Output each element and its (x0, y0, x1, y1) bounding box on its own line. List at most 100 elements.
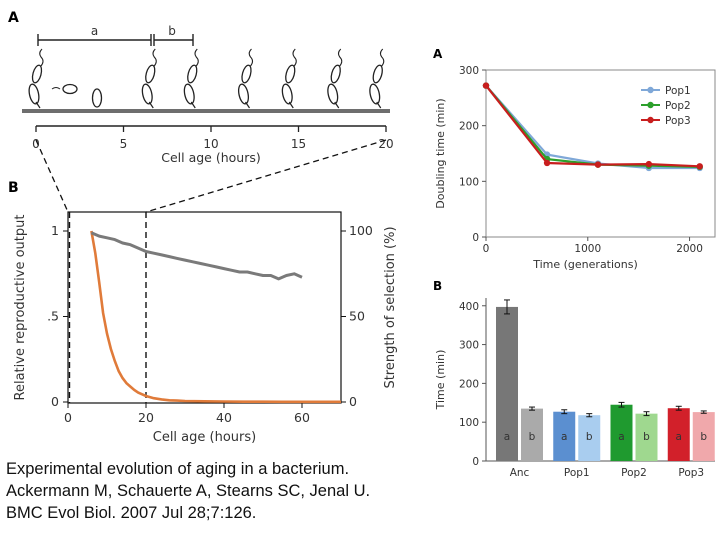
stalked-cell-division-1-flagellum (194, 48, 199, 67)
ground-surface (22, 109, 390, 113)
y-left-tick-label-0: 0 (51, 394, 59, 409)
stalked-cell-initial (28, 48, 44, 109)
timeline-tick-label-0: 0 (32, 137, 40, 151)
stalked-cell-division-5-mother (369, 83, 381, 105)
category-label-pop3: Pop3 (678, 467, 704, 479)
y-right-axis-label: Strength of selection (%) (383, 226, 398, 388)
projection-line-start (35, 139, 69, 213)
stalked-cell-division-2-daughter (241, 64, 252, 84)
stalked-cell-division-1-daughter (187, 64, 198, 84)
y-tick-label-1: 100 (459, 176, 479, 188)
y-left-tick-label-2: 1 (51, 223, 59, 238)
series-pop3-point-3 (645, 160, 653, 168)
x-tick-label-0: 0 (483, 243, 490, 255)
young-stalked-cell (91, 88, 103, 108)
bar-label-pop3-b: b (700, 431, 707, 443)
y-tick-label-0: 0 (472, 456, 479, 468)
swarmer-flagellum (51, 87, 61, 90)
stalked-cell-division-5 (369, 48, 385, 109)
series-selection-strength-line (90, 231, 303, 281)
stalked-cell-division-1-mother (183, 83, 195, 105)
panel-label-left-a: A (8, 10, 19, 26)
bar-label-anc-a: a (504, 431, 510, 443)
y-tick-label-2: 200 (459, 378, 479, 390)
interval-label-b: b (168, 24, 176, 38)
y-right-tick-label-1: 50 (349, 309, 365, 324)
x-tick-label-2: 40 (216, 410, 232, 425)
y-left-tick-label-1: .5 (47, 309, 59, 324)
stalked-cell-division-3 (281, 48, 297, 109)
projection-line-end (145, 139, 387, 213)
stalked-cell-initial-mother (28, 83, 40, 105)
stalked-cell-division-1 (183, 48, 199, 109)
panel-label-right-b: B (433, 279, 442, 293)
timeline-xlabel: Cell age (hours) (161, 150, 261, 165)
legend-marker-pop1 (647, 86, 654, 94)
x-tick-label-1: 20 (138, 410, 154, 425)
timeline-tick-label-2: 10 (203, 137, 218, 151)
category-label-pop2: Pop2 (621, 467, 647, 479)
timeline-tick-label-1: 5 (120, 137, 128, 151)
doubling-time-chart: 0 100 200 300 0 1000 2000 Time (generations) Dou… (434, 65, 716, 271)
y-right-tick-label-2: 100 (349, 223, 373, 238)
plot-frame (67, 211, 342, 404)
y-tick-label-0: 0 (472, 232, 479, 244)
series-pop3-point-2 (594, 161, 602, 168)
legend-marker-pop2 (647, 101, 654, 109)
x-tick-label-1: 1000 (574, 243, 601, 255)
swarmer-cell (62, 83, 78, 95)
legend-label-pop3: Pop3 (665, 115, 691, 127)
legend-marker-pop3 (647, 116, 654, 124)
panel-label-left-b: B (8, 180, 19, 196)
stalked-cell-division-5-daughter (372, 64, 383, 84)
category-label-pop1: Pop1 (564, 467, 590, 479)
x-axis-label: Time (generations) (532, 258, 638, 271)
division-time-bar-chart: 0 100 200 300 400 Time (min) a b Anc a b Pop1 a b Pop2… (434, 298, 715, 479)
stalked-cell-division-0 (141, 48, 157, 109)
x-tick-label-2: 2000 (676, 243, 703, 255)
stalked-cell-initial-flagellum (39, 48, 44, 67)
stalked-cell-division-3-flagellum (292, 48, 297, 67)
bar-anc-a (496, 306, 518, 461)
stalked-cell-division-0-daughter (145, 64, 156, 84)
figure-caption: Experimental evolution of aging in a bac… (6, 458, 426, 524)
stalked-cell-division-2-mother (237, 83, 250, 105)
bar-pop3-a (667, 408, 690, 461)
stalked-cell-division-4-mother (327, 83, 339, 105)
stalked-cell-division-4 (327, 48, 343, 109)
series-reproductive-output-line (90, 230, 341, 404)
bar-pop2-a (610, 404, 633, 461)
reproductive-output-chart: 0 20 40 60 Cell age (hours) 0 .5 1 0 50 100 Relativ… (13, 211, 398, 445)
stalked-cell-division-4-daughter (330, 64, 341, 84)
x-tick-label-0: 0 (64, 410, 72, 425)
y-tick-label-2: 200 (459, 121, 479, 133)
caption-line-2: Ackermann M, Schauerte A, Stearns SC, Je… (6, 482, 371, 500)
legend-label-pop1: Pop1 (665, 85, 691, 97)
stalked-cell-division-3-daughter (285, 64, 296, 84)
y-left-axis-label: Relative reproductive output (13, 215, 28, 401)
stalked-cell-division-5-flagellum (379, 48, 385, 67)
y-tick-label-3: 300 (459, 340, 479, 352)
y-axis-label: Doubling time (min) (434, 98, 447, 208)
stalked-cell-division-3-mother (281, 83, 293, 105)
stalked-cell-division-0-flagellum (152, 48, 157, 67)
bar-label-pop2-b: b (643, 431, 650, 443)
series-pop3-point-1 (543, 159, 551, 167)
legend-label-pop2: Pop2 (665, 100, 691, 112)
stalked-cell-division-2 (237, 48, 254, 109)
stalked-cell-division-2-flagellum (248, 48, 254, 67)
plot-frame (485, 69, 716, 238)
category-label-anc: Anc (510, 467, 530, 479)
panel-label-right-a: A (433, 47, 443, 61)
y-tick-label-4: 400 (459, 301, 479, 313)
bar-anc-b (521, 408, 543, 461)
caption-line-1: Experimental evolution of aging in a bac… (6, 460, 350, 478)
series-pop3-point-0 (482, 82, 490, 89)
bar-label-pop2-a: a (618, 431, 624, 443)
timeline-tick-label-3: 15 (291, 137, 306, 151)
bar-label-anc-b: b (529, 431, 536, 443)
cell-division-timeline: 0 5 10 15 20 Cell age (hours) a b (22, 24, 394, 213)
y-tick-label-3: 300 (459, 65, 479, 77)
y-tick-label-1: 100 (459, 417, 479, 429)
